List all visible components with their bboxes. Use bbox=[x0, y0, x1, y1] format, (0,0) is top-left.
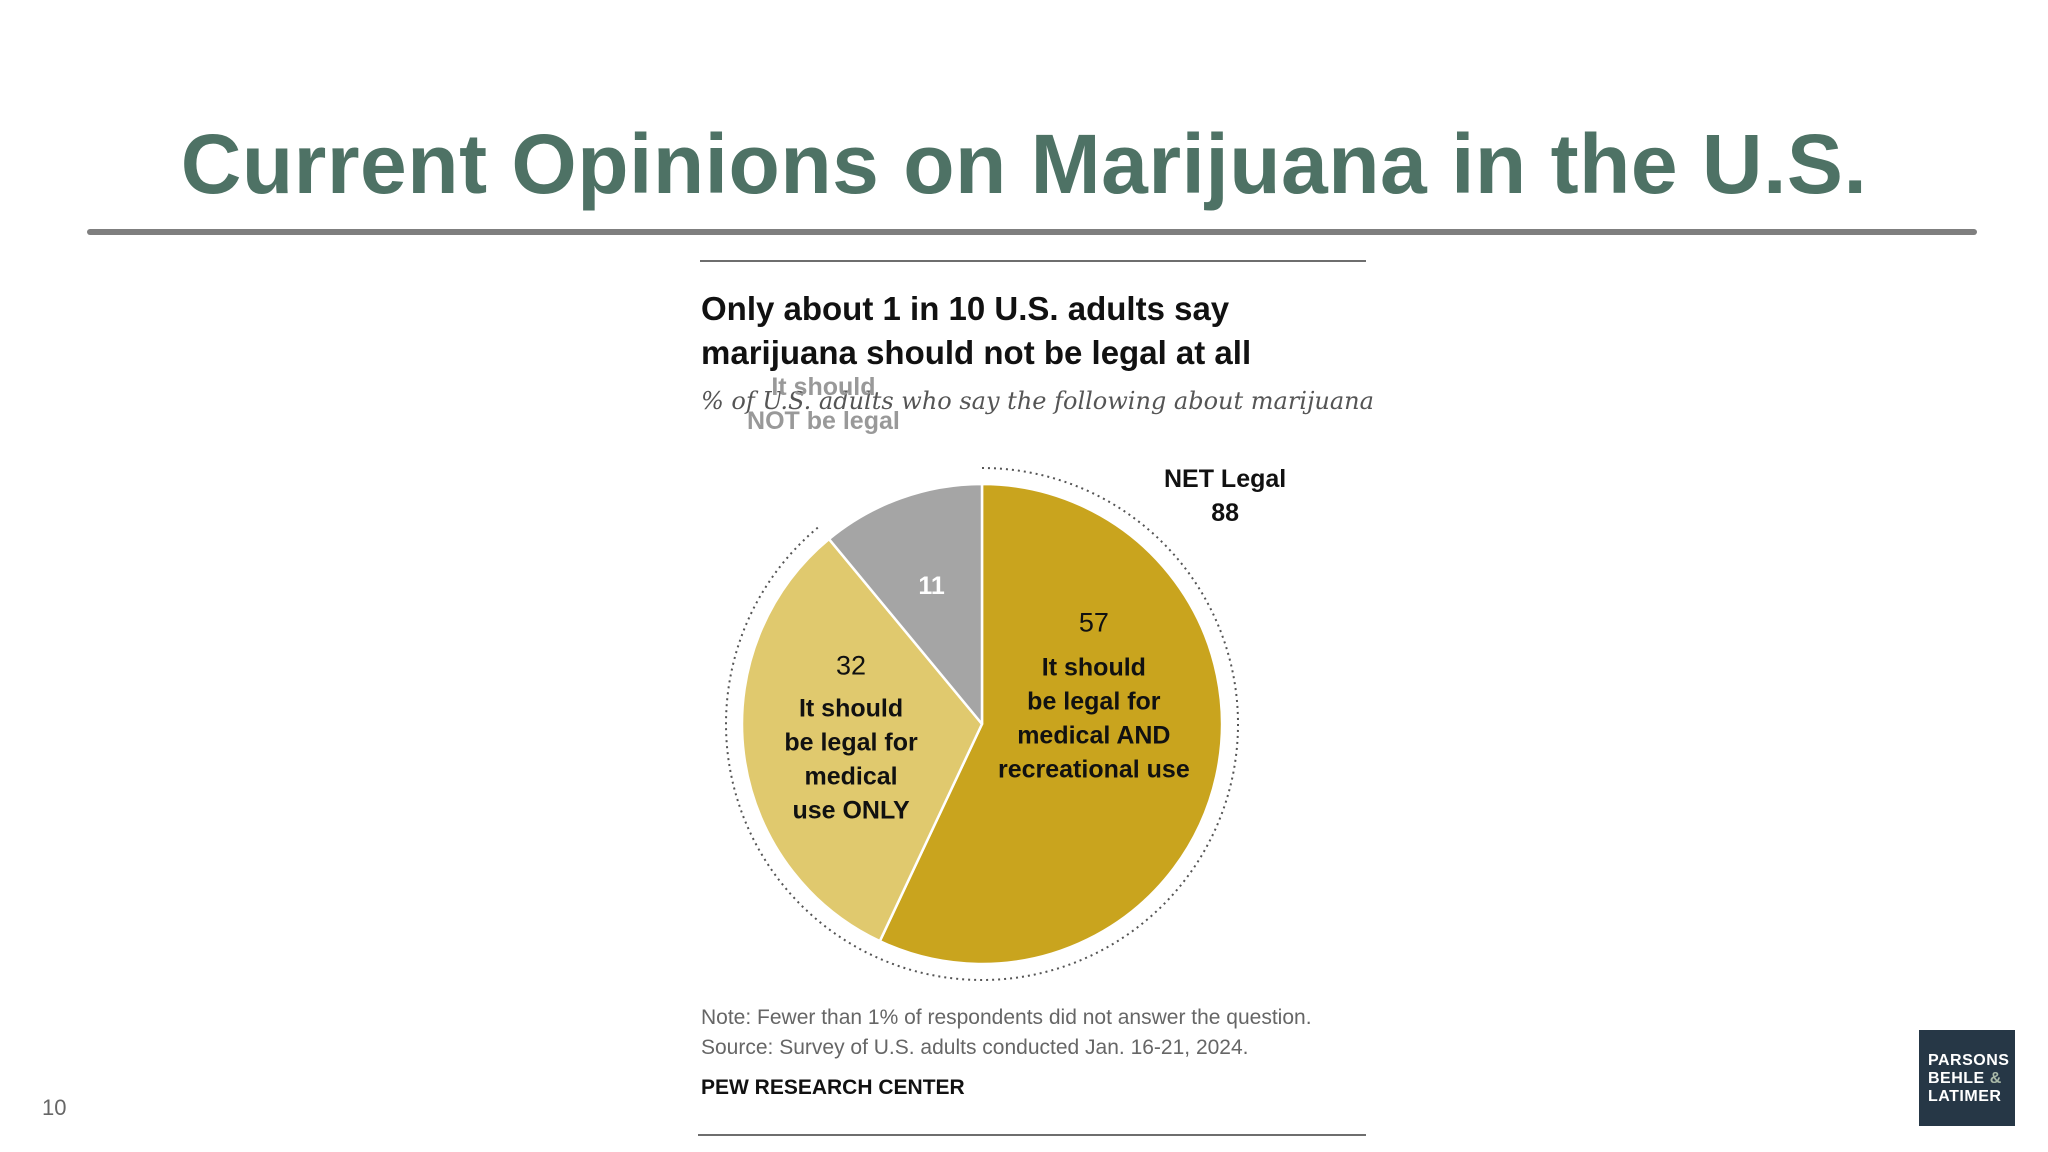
chart-note: Note: Fewer than 1% of respondents did n… bbox=[701, 1006, 1312, 1029]
pie-label-1-line-2: medical bbox=[804, 763, 897, 791]
chart-source: Source: Survey of U.S. adults conducted … bbox=[701, 1036, 1249, 1059]
pie-label-2-line-0: It should bbox=[771, 373, 875, 401]
pie-label-0-line-0: It should bbox=[1042, 653, 1146, 681]
company-logo: PARSONS BEHLE & LATIMER bbox=[1919, 1030, 2015, 1126]
pie-value-0: 57 bbox=[1079, 607, 1109, 637]
chart-subtitle: % of U.S. adults who say the following a… bbox=[701, 387, 1374, 415]
net-legal-label: NET Legal bbox=[1164, 465, 1286, 493]
logo-word-behle: BEHLE bbox=[1928, 1070, 1985, 1087]
net-legal-bracket bbox=[725, 467, 1239, 981]
pie-value-1: 32 bbox=[836, 651, 866, 681]
pie-label-0-line-1: be legal for bbox=[1027, 687, 1161, 715]
pie-slice-2 bbox=[827, 482, 984, 726]
title-divider bbox=[87, 229, 1977, 235]
pie-slice-0 bbox=[878, 482, 1224, 966]
logo-line-1: PARSONS bbox=[1928, 1052, 2010, 1069]
logo-line-3: LATIMER bbox=[1928, 1088, 2002, 1105]
pie-label-1-line-3: use ONLY bbox=[792, 797, 910, 825]
chart-title: Only about 1 in 10 U.S. adults say marij… bbox=[701, 287, 1401, 375]
pie-label-0-line-2: medical AND bbox=[1017, 721, 1170, 749]
pie-label-0-line-3: recreational use bbox=[998, 755, 1190, 783]
chart-top-rule bbox=[700, 260, 1366, 262]
net-legal-value: 88 bbox=[1211, 499, 1239, 527]
pie-value-2: 11 bbox=[918, 572, 945, 600]
source-organization: PEW RESEARCH CENTER bbox=[701, 1076, 965, 1099]
pie-label-1-line-1: be legal for bbox=[784, 729, 918, 757]
pie-label-1-line-0: It should bbox=[799, 695, 903, 723]
pie-slice-1 bbox=[740, 537, 984, 943]
pie-label-2-line-1: NOT be legal bbox=[747, 407, 900, 435]
chart-title-line-1: Only about 1 in 10 U.S. adults say bbox=[701, 290, 1230, 327]
chart-bottom-rule bbox=[698, 1134, 1366, 1136]
slide-number: 10 bbox=[42, 1095, 67, 1120]
logo-line-2: BEHLE & bbox=[1928, 1070, 2015, 1088]
logo-ampersand: & bbox=[1989, 1070, 2002, 1087]
slide-title: Current Opinions on Marijuana in the U.S… bbox=[180, 117, 1868, 211]
chart-title-line-2: marijuana should not be legal at all bbox=[701, 334, 1252, 371]
